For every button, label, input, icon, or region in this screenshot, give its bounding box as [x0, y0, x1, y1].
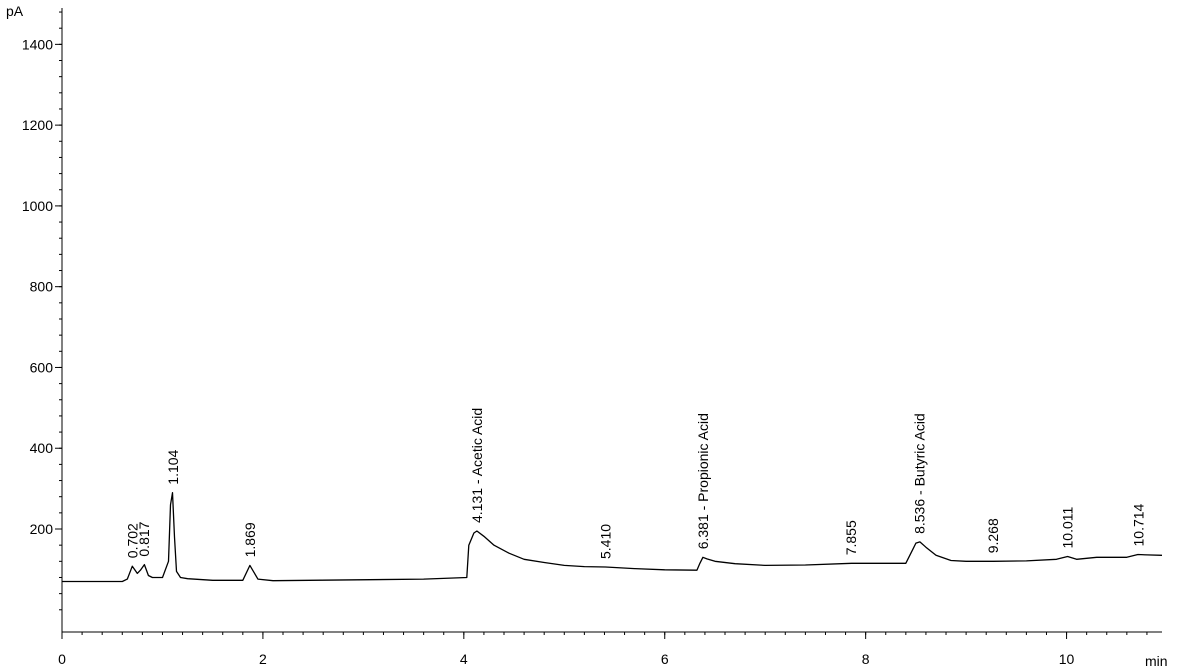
x-tick-label: 2 [259, 651, 267, 667]
y-tick-label: 600 [30, 359, 54, 375]
y-tick-label: 200 [30, 521, 54, 537]
y-tick-label: 1000 [22, 198, 53, 214]
y-tick-label: 1400 [22, 36, 53, 52]
peak-label: 1.869 [242, 522, 258, 557]
peak-label: 7.855 [843, 520, 859, 555]
x-axis-unit: min [1145, 653, 1168, 669]
peak-label: 5.410 [598, 524, 614, 559]
y-axis: 200 400 600 800 1000 1200 1400 [22, 8, 63, 632]
y-tick-label: 800 [30, 279, 54, 295]
chromatogram-trace [62, 492, 1163, 583]
peak-label: 4.131 - Acetic Acid [469, 408, 485, 523]
peak-label: 6.381 - Propionic Acid [695, 413, 711, 549]
peak-label: 9.268 [985, 518, 1001, 553]
y-tick-label: 400 [30, 440, 54, 456]
y-tick-label: 1200 [22, 117, 53, 133]
peak-label: 8.536 - Butyric Acid [912, 413, 928, 534]
peak-label: 10.714 [1130, 503, 1146, 546]
peak-label: 1.104 [165, 449, 181, 484]
x-tick-label: 8 [862, 651, 870, 667]
x-tick-label: 6 [661, 651, 669, 667]
x-tick-label: 10 [1059, 651, 1075, 667]
series-layer [62, 492, 1163, 583]
x-axis: 0 2 4 6 8 10 [58, 631, 1162, 667]
y-axis-unit: pA [6, 3, 24, 19]
peak-label: 0.817 [136, 521, 152, 556]
x-tick-label: 0 [58, 651, 66, 667]
peak-label: 10.011 [1060, 507, 1076, 549]
peak-label: 0.702 [125, 523, 141, 558]
x-tick-label: 4 [460, 651, 468, 667]
